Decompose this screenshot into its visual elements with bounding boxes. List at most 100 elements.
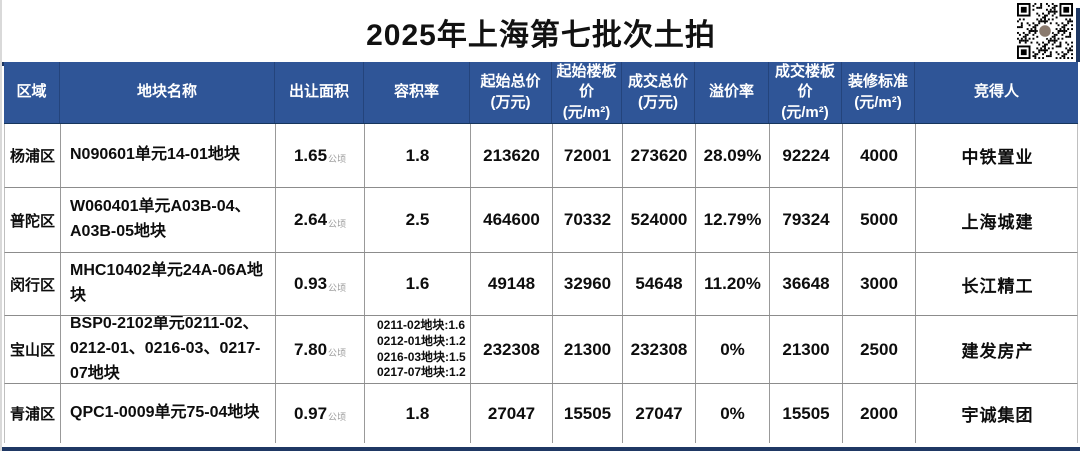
area-unit-label: 公顷 — [328, 412, 347, 422]
area-value: 0.97 — [293, 403, 328, 423]
header-label: 出让面积 — [288, 83, 349, 101]
header-label: 溢价率 — [708, 83, 754, 101]
header-label: 起始总价 — [480, 73, 541, 91]
table-row: 杨浦区 N090601单元14-01地块 1.65 公顷 1.8 213620 72001 2… — [4, 124, 1078, 188]
cell-start-total: 27047 — [471, 384, 553, 443]
cell-premium: 11.20% — [696, 253, 770, 315]
cell-deal-floor: 15505 — [770, 384, 843, 443]
header-cell: 起始楼板价 (元/m²) — [552, 62, 622, 123]
cell-far: 2.5 — [365, 188, 471, 252]
header-label: 容积率 — [393, 83, 439, 101]
cell-plot-name: W060401单元A03B-04、A03B-05地块 — [61, 188, 276, 252]
cell-area: 7.80 公顷 — [276, 316, 365, 383]
title-bar: 2025年上海第七批次土拍 — [2, 0, 1080, 62]
cell-start-floor: 21300 — [553, 316, 623, 383]
header-label: 装修标准 — [847, 73, 908, 91]
cell-start-total: 464600 — [471, 188, 553, 252]
header-label: 竞得人 — [973, 83, 1019, 101]
table-row: 普陀区 W060401单元A03B-04、A03B-05地块 2.64 公顷 2.5 46… — [4, 188, 1078, 253]
area-unit-label: 公顷 — [328, 282, 347, 293]
cell-start-total: 232308 — [471, 316, 553, 383]
cell-deal-total: 524000 — [623, 188, 696, 252]
header-label: 区域 — [16, 83, 47, 101]
cell-far: 0211-02地块:1.6 0212-01地块:1.2 0216-03地块:1.5 0… — [365, 316, 471, 383]
header-cell: 装修标准 (元/m²) — [842, 62, 915, 123]
cell-plot-name: MHC10402单元24A-06A地块 — [61, 253, 276, 315]
header-cell: 竞得人 — [915, 62, 1078, 123]
cell-far: 1.8 — [365, 124, 471, 187]
land-auction-table: 区域 地块名称 出让面积 容积率 起始总价 (万元) 起始楼板价 (元/m²) 成交总价 (万元)… — [4, 62, 1078, 443]
table-row: 宝山区 BSP0-2102单元0211-02、0212-01、0216-03、02… — [4, 316, 1078, 384]
cell-plot-name: N090601单元14-01地块 — [61, 124, 276, 187]
cell-winner: 上海城建 — [961, 212, 1034, 232]
cell-decoration: 3000 — [843, 253, 916, 315]
cell-deal-floor: 79324 — [770, 188, 843, 252]
cell-deal-total: 232308 — [623, 316, 696, 383]
far-line: 2.5 — [405, 210, 430, 229]
cell-district: 宝山区 — [5, 316, 61, 383]
far-line: 1.8 — [405, 145, 430, 165]
cell-area: 2.64 公顷 — [276, 188, 365, 252]
header-cell: 容积率 — [364, 62, 470, 123]
header-label: 成交楼板价 — [774, 63, 835, 101]
header-unit-label: (元/m²) — [562, 103, 611, 121]
area-unit-label: 公顷 — [328, 154, 347, 164]
table-bottom-frame — [2, 447, 1080, 451]
cell-far: 1.6 — [365, 253, 471, 315]
cell-area: 0.97 公顷 — [276, 384, 365, 443]
cell-decoration: 2500 — [843, 316, 916, 383]
table-header-row: 区域 地块名称 出让面积 容积率 起始总价 (万元) 起始楼板价 (元/m²) 成交总价 (万元)… — [4, 62, 1078, 124]
far-line: 0216-03地块:1.5 — [377, 349, 466, 364]
header-cell: 区域 — [4, 62, 60, 123]
far-line: 1.6 — [405, 274, 430, 293]
header-cell: 成交楼板价 (元/m²) — [769, 62, 842, 123]
area-value: 7.80 — [293, 339, 328, 359]
cell-district: 普陀区 — [5, 188, 61, 252]
cell-start-floor: 32960 — [553, 253, 623, 315]
cell-start-floor: 72001 — [553, 124, 623, 187]
cell-deal-floor: 21300 — [770, 316, 843, 383]
header-cell: 地块名称 — [60, 62, 275, 123]
cell-district: 青浦区 — [5, 384, 61, 443]
header-cell: 溢价率 — [695, 62, 769, 123]
cell-decoration: 2000 — [843, 384, 916, 443]
cell-winner: 建发房产 — [961, 342, 1034, 361]
qr-code-icon — [1017, 3, 1073, 59]
area-value: 2.64 — [293, 210, 328, 229]
header-unit-label: (元/m²) — [781, 103, 829, 121]
far-line: 0217-07地块:1.2 — [377, 365, 466, 380]
right-edge-accent — [1076, 8, 1080, 62]
cell-plot-name: BSP0-2102单元0211-02、0212-01、0216-03、0217-… — [61, 316, 276, 383]
header-label: 地块名称 — [136, 83, 197, 101]
area-unit-label: 公顷 — [328, 348, 347, 358]
cell-premium: 28.09% — [696, 124, 770, 187]
far-line: 0211-02地块:1.6 — [377, 317, 466, 332]
page-title: 2025年上海第七批次土拍 — [366, 19, 716, 52]
cell-decoration: 4000 — [843, 124, 916, 187]
cell-start-floor: 15505 — [553, 384, 623, 443]
area-unit-label: 公顷 — [328, 218, 347, 229]
far-line: 0212-01地块:1.2 — [377, 333, 466, 348]
cell-deal-floor: 92224 — [770, 124, 843, 187]
cell-winner: 中铁置业 — [961, 148, 1034, 167]
cell-district: 杨浦区 — [5, 124, 61, 187]
header-label: 成交总价 — [627, 73, 688, 91]
cell-start-total: 213620 — [471, 124, 553, 187]
cell-decoration: 5000 — [843, 188, 916, 252]
cell-premium: 12.79% — [696, 188, 770, 252]
cell-deal-floor: 36648 — [770, 253, 843, 315]
cell-deal-total: 273620 — [623, 124, 696, 187]
area-value: 0.93 — [293, 274, 328, 293]
header-unit-label: (万元) — [490, 93, 531, 111]
cell-winner: 长江精工 — [961, 276, 1034, 296]
cell-start-floor: 70332 — [553, 188, 623, 252]
cell-far: 1.8 — [365, 384, 471, 443]
cell-start-total: 49148 — [471, 253, 553, 315]
cell-area: 1.65 公顷 — [276, 124, 365, 187]
header-unit-label: (元/m²) — [854, 93, 902, 111]
cell-winner: 宇诚集团 — [961, 406, 1034, 425]
cell-plot-name: QPC1-0009单元75-04地块 — [61, 384, 276, 443]
cell-deal-total: 27047 — [623, 384, 696, 443]
cell-premium: 0% — [696, 384, 770, 443]
